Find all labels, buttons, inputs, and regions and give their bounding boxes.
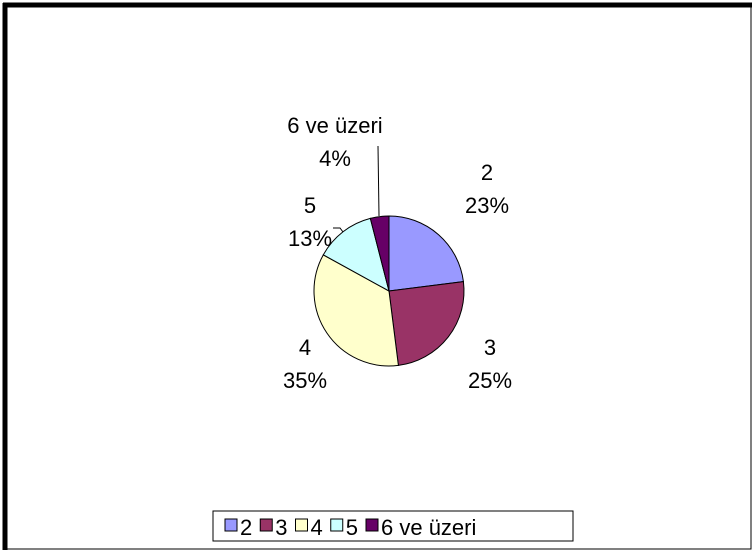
- data-label-category: 5: [304, 193, 316, 218]
- pie-slice: [322, 217, 390, 292]
- data-label-value: 4%: [319, 146, 351, 171]
- data-label-value: 23%: [465, 193, 509, 218]
- legend-label: 5: [346, 515, 358, 540]
- legend-label: 2: [240, 515, 252, 540]
- data-label-category: 6 ve üzeri: [287, 113, 382, 138]
- leader-line: [377, 145, 380, 217]
- data-label-category: 3: [484, 335, 496, 360]
- pie-slice: [388, 215, 464, 292]
- pie-slice: [369, 215, 390, 292]
- data-label-category: 4: [299, 335, 311, 360]
- legend-swatch: [330, 518, 344, 532]
- legend-swatch: [295, 518, 308, 532]
- legend-swatch: [259, 518, 273, 532]
- data-label-value: 13%: [288, 226, 332, 251]
- legend-label: 4: [311, 515, 323, 540]
- pie-slice: [388, 281, 465, 366]
- legend-box: [212, 510, 574, 542]
- data-label-value: 25%: [468, 368, 512, 393]
- legend-swatch: [365, 518, 379, 532]
- data-label-value: 35%: [283, 368, 327, 393]
- data-label-category: 2: [481, 160, 493, 185]
- pie-slice: [313, 254, 399, 367]
- legend-label: 3: [275, 515, 287, 540]
- legend-swatch: [224, 518, 238, 532]
- legend-label: 6 ve üzeri: [381, 515, 476, 540]
